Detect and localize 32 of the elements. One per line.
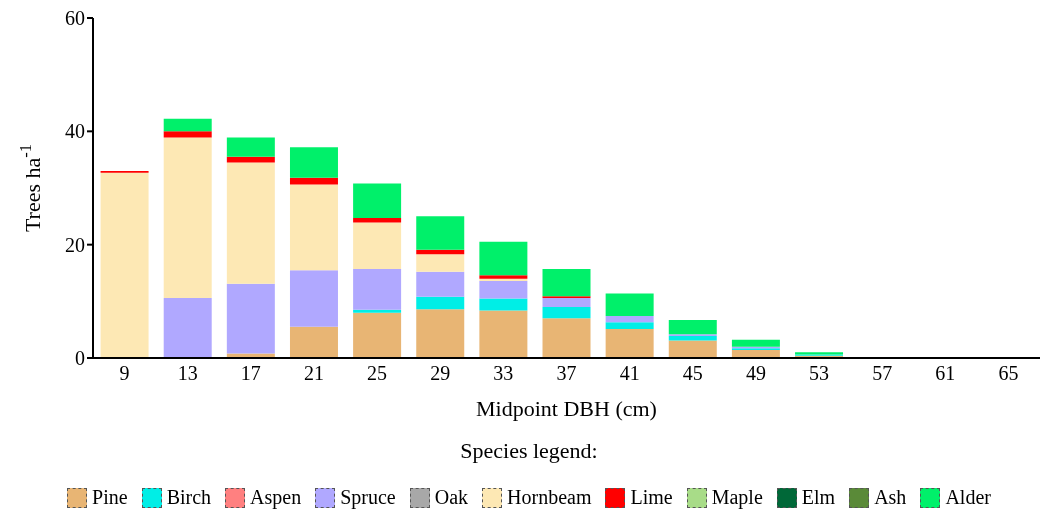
- x-tick-label: 45: [682, 362, 703, 385]
- legend-label: Oak: [433, 486, 469, 509]
- legend-label: Lime: [629, 486, 673, 509]
- x-tick-label: 61: [935, 362, 956, 385]
- x-tick-label: 33: [493, 362, 514, 385]
- x-tick-label: 65: [998, 362, 1019, 385]
- legend-label: Elm: [800, 486, 836, 509]
- y-tick-label: 0: [75, 347, 85, 370]
- legend-label: Spruce: [339, 486, 396, 509]
- x-tick-label: 41: [619, 362, 640, 385]
- y-tick-label: 60: [65, 7, 85, 30]
- y-tick-label: 40: [65, 120, 85, 143]
- x-tick-label: 21: [303, 362, 324, 385]
- x-tick-label: 25: [367, 362, 388, 385]
- legend-label: Hornbeam: [506, 486, 592, 509]
- legend-label: Maple: [710, 486, 763, 509]
- x-tick-label: 37: [556, 362, 577, 385]
- x-axis-title: Midpoint DBH (cm): [476, 396, 657, 421]
- x-tick-label: 53: [809, 362, 830, 385]
- x-tick-label: 49: [745, 362, 766, 385]
- x-tick-label: 57: [872, 362, 893, 385]
- legend-label: Ash: [873, 486, 907, 509]
- legend-label: Pine: [91, 486, 128, 509]
- legend-label: Birch: [165, 486, 212, 509]
- legend-label: Aspen: [249, 486, 302, 509]
- legend-title: Species legend:: [459, 438, 599, 464]
- x-tick-label: 13: [177, 362, 198, 385]
- x-tick-label: 17: [240, 362, 261, 385]
- x-tick-label: 29: [430, 362, 451, 385]
- x-tick-label: 9: [119, 362, 130, 385]
- y-tick-label: 20: [65, 233, 85, 256]
- legend-label: Alder: [944, 486, 991, 509]
